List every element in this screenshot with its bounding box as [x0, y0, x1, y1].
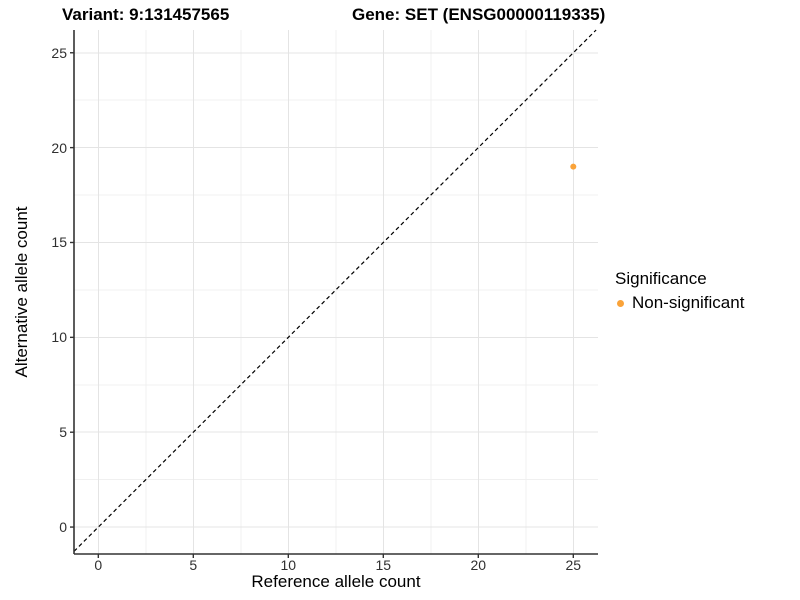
legend: Significance Non-significant [615, 269, 744, 313]
variant-title: Variant: 9:131457565 [62, 5, 230, 24]
x-axis-title: Reference allele count [251, 572, 421, 591]
y-tick-label: 20 [51, 139, 67, 156]
x-tick-label: 25 [565, 557, 582, 573]
y-axis-title: Alternative allele count [12, 206, 31, 378]
legend-item-label: Non-significant [632, 293, 745, 312]
x-tick-label: 5 [189, 557, 198, 573]
y-tick-label: 15 [51, 234, 67, 251]
y-tick-label: 25 [51, 44, 67, 61]
data-point [570, 163, 577, 170]
legend-item-non-significant: Non-significant [617, 293, 744, 313]
x-tick-label: 20 [470, 557, 487, 573]
legend-key-dot [617, 299, 624, 307]
x-tick-label: 15 [375, 557, 392, 573]
x-tick-label: 10 [280, 557, 297, 573]
x-tick-label: 0 [94, 557, 103, 573]
identity-line [73, 29, 597, 552]
legend-title: Significance [615, 269, 707, 288]
y-tick-label: 5 [59, 424, 67, 441]
y-tick-label: 0 [59, 519, 67, 536]
y-tick-label: 10 [51, 329, 67, 346]
gene-title: Gene: SET (ENSG00000119335) [352, 5, 606, 24]
